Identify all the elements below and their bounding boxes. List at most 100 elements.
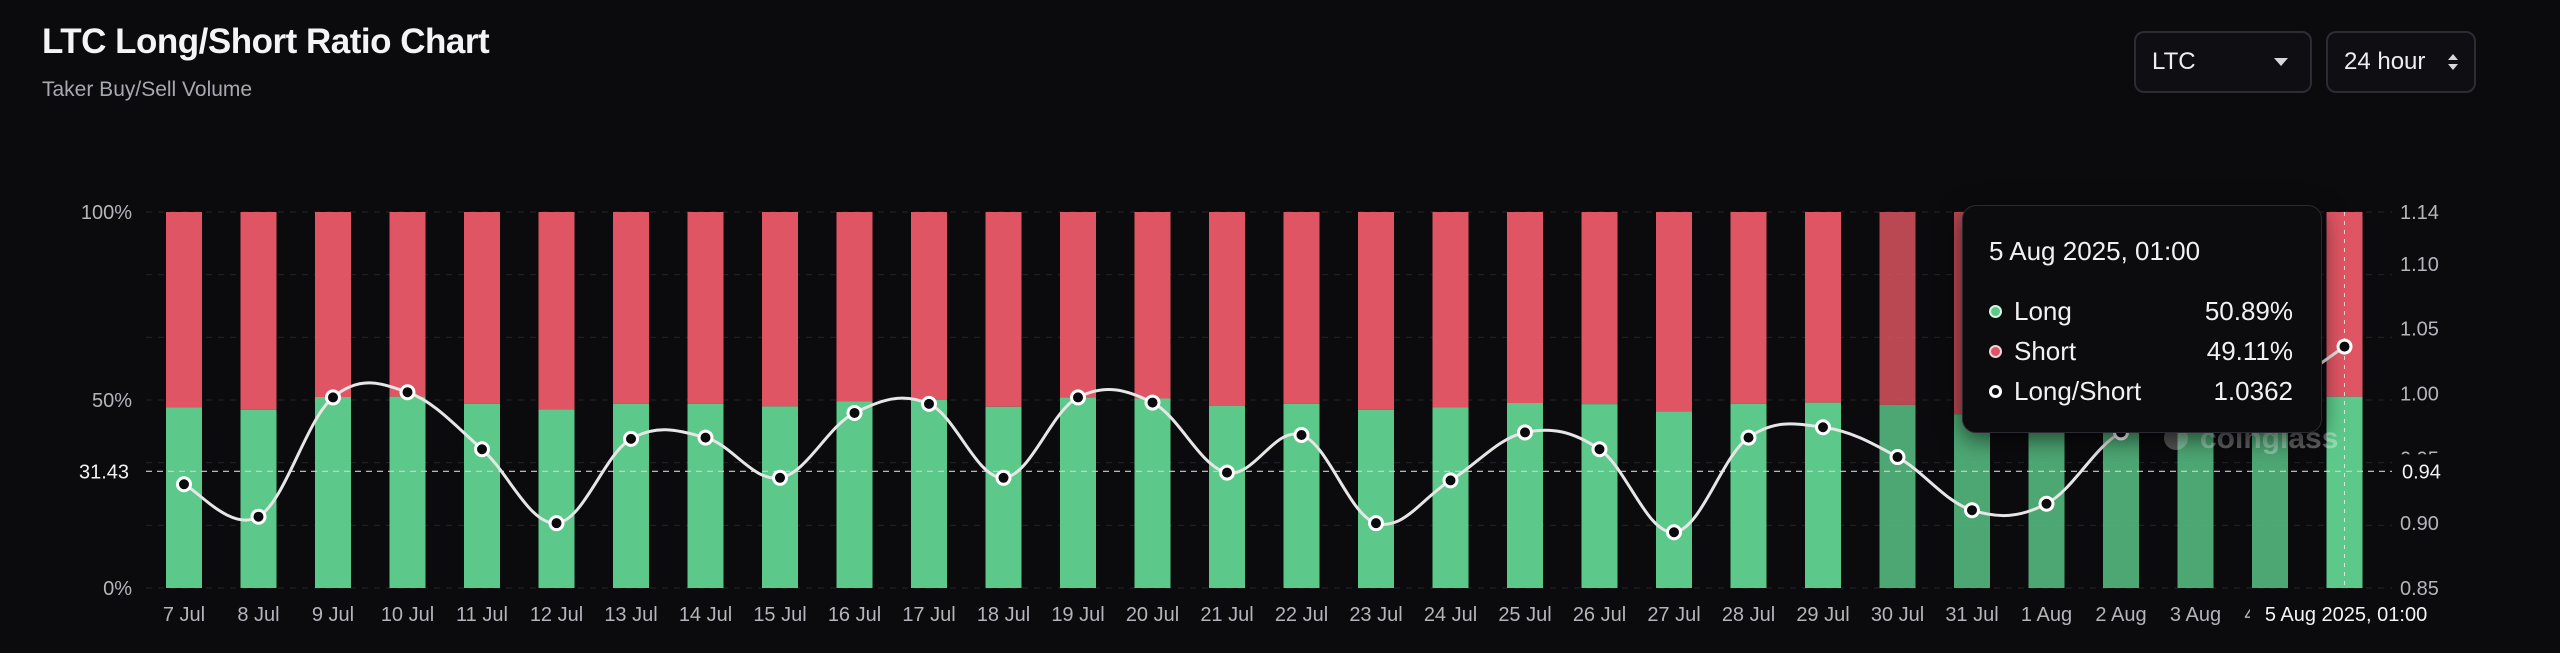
bar-long xyxy=(1134,398,1171,588)
ratio-point xyxy=(1442,472,1459,489)
x-tick-label: 10 Jul xyxy=(381,604,434,626)
bar-short xyxy=(538,212,575,410)
bar-long xyxy=(1209,406,1245,588)
short-dot-icon xyxy=(1989,344,2002,358)
ratio-point xyxy=(2038,495,2055,512)
x-tick-label: 22 Jul xyxy=(1275,604,1328,626)
ratio-point xyxy=(1144,394,1161,411)
sort-updown-icon xyxy=(2448,54,2458,70)
x-tick-label: 31 Jul xyxy=(1945,604,1998,626)
x-tick-label: 15 Jul xyxy=(753,604,806,626)
y-right-tick-label: 1.10 xyxy=(2400,254,2439,276)
x-tick-label: 2 Aug xyxy=(2095,604,2146,626)
ratio-line xyxy=(183,345,2346,534)
x-tick-label: 7 Jul xyxy=(163,604,205,626)
ratio-point xyxy=(1889,449,1906,466)
bar-long xyxy=(836,401,873,588)
bar-long xyxy=(538,409,575,588)
chevron-down-icon xyxy=(2274,58,2288,66)
x-tick-label: 13 Jul xyxy=(604,604,657,626)
bar-short xyxy=(836,212,873,402)
bar-long xyxy=(762,406,798,588)
bar-short xyxy=(1507,212,1543,404)
asset-select[interactable]: LTC xyxy=(2134,31,2312,93)
ratio-point xyxy=(1219,464,1235,481)
bar-long xyxy=(1432,407,1469,588)
range-select[interactable]: 24 hour xyxy=(2326,31,2476,93)
bar-short xyxy=(687,212,724,404)
bar-long xyxy=(1656,411,1692,588)
ratio-point xyxy=(1666,524,1682,541)
ratio-point xyxy=(548,515,565,532)
bar-short xyxy=(315,212,351,397)
x-tick-label: 24 Jul xyxy=(1424,604,1477,626)
ratio-point xyxy=(2336,338,2353,355)
bar-short xyxy=(1581,212,1618,405)
y-right-tick-label: 1.00 xyxy=(2400,384,2439,406)
y-left-tick-label: 100% xyxy=(81,202,132,224)
x-tick-label: 30 Jul xyxy=(1871,604,1924,626)
ratio-point xyxy=(176,476,192,493)
x-tick-label: 20 Jul xyxy=(1126,604,1179,626)
bar-short xyxy=(1879,212,1916,405)
x-tick-label: 17 Jul xyxy=(902,604,955,626)
tooltip-date: 5 Aug 2025, 01:00 xyxy=(1989,236,2201,266)
x-tick-label: 29 Jul xyxy=(1796,604,1849,626)
ratio-point xyxy=(1293,427,1310,444)
bar-long xyxy=(2177,402,2214,588)
ratio-point xyxy=(921,395,937,412)
ratio-point xyxy=(250,508,267,525)
bar-short xyxy=(985,212,1022,407)
bar-short xyxy=(911,212,947,400)
crosshair-right-label: 0.94 xyxy=(2402,461,2441,483)
x-tick-label: 8 Jul xyxy=(237,604,279,626)
x-tick-label: 1 Aug xyxy=(2021,604,2072,626)
x-tick-label: 19 Jul xyxy=(1051,604,1104,626)
x-tick-label: 21 Jul xyxy=(1200,604,1253,626)
bar-short xyxy=(1134,212,1171,399)
long-dot-icon xyxy=(1989,304,2002,318)
bar-short xyxy=(1283,212,1320,404)
bar-long xyxy=(1954,414,1990,588)
bar-short xyxy=(166,212,202,408)
x-tick-label: 23 Jul xyxy=(1349,604,1402,626)
ratio-point xyxy=(1964,502,1980,519)
ratio-point xyxy=(399,384,416,401)
ratio-point xyxy=(772,469,788,486)
bar-short xyxy=(389,212,426,397)
ratio-point xyxy=(325,389,341,406)
bar-long xyxy=(1060,397,1096,588)
x-tick-label: 25 Jul xyxy=(1498,604,1551,626)
x-tick-label: 12 Jul xyxy=(530,604,583,626)
bar-long xyxy=(911,400,947,588)
bar-short xyxy=(1432,212,1469,408)
x-tick-label: 3 Aug xyxy=(2170,604,2221,626)
x-tick-label: 18 Jul xyxy=(977,604,1030,626)
ratio-point xyxy=(1591,441,1608,458)
ratio-point xyxy=(1368,515,1384,532)
y-right-tick-label: 0.90 xyxy=(2400,513,2439,535)
x-tick-label: 9 Jul xyxy=(312,604,354,626)
x-tick-label: 26 Jul xyxy=(1573,604,1626,626)
bar-short xyxy=(1358,212,1394,410)
ratio-dot-icon xyxy=(1989,384,2002,398)
x-tick-label: 28 Jul xyxy=(1722,604,1775,626)
y-left-tick-label: 0% xyxy=(103,578,132,600)
bar-long xyxy=(1358,409,1394,588)
bar-short xyxy=(1656,212,1692,412)
x-tick-label: 27 Jul xyxy=(1647,604,1700,626)
ratio-point xyxy=(1815,419,1831,436)
crosshair-x-label: 5 Aug 2025, 01:00 xyxy=(2265,604,2427,626)
ratio-point xyxy=(1517,424,1533,441)
bar-short xyxy=(1730,212,1767,404)
ratio-point xyxy=(846,404,863,421)
bar-long xyxy=(389,396,426,588)
y-left-tick-label: 50% xyxy=(92,390,132,412)
bar-long xyxy=(315,396,351,588)
y-right-tick-label: 1.05 xyxy=(2400,319,2439,341)
bar-short xyxy=(1209,212,1245,407)
asset-select-value: LTC xyxy=(2152,48,2196,75)
tooltip-row-long: Long 50.89% xyxy=(1989,291,2293,331)
page-subtitle: Taker Buy/Sell Volume xyxy=(42,78,253,101)
